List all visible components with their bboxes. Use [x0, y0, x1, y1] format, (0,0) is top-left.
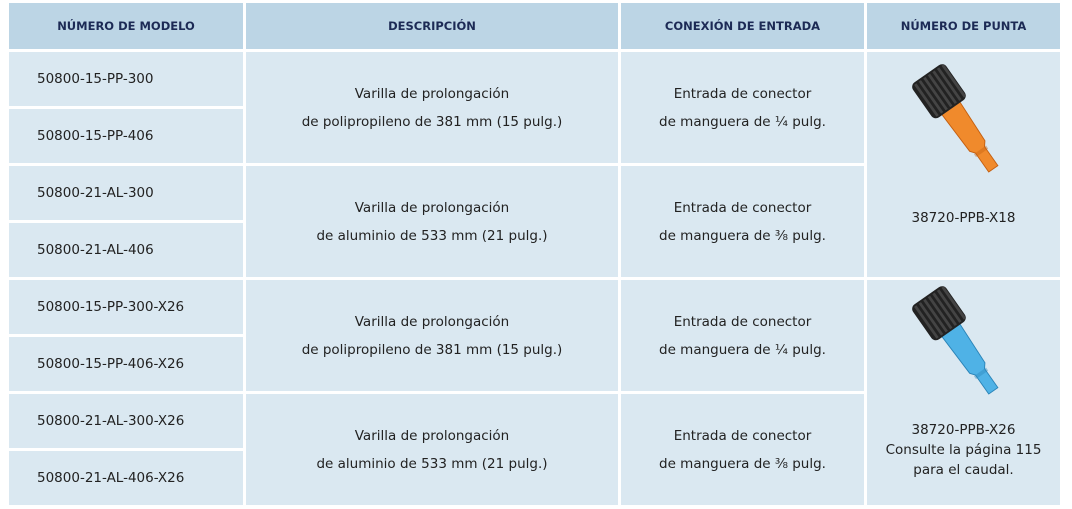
- nozzle-image: [911, 64, 999, 173]
- connection-line: Entrada de conector: [673, 427, 812, 444]
- description-line: de aluminio de 533 mm (21 pulg.): [316, 455, 548, 472]
- table-row: 50800-15-PP-406-X26: [9, 337, 1060, 391]
- connection-line: de manguera de ¼ pulg.: [659, 113, 826, 130]
- model-number: 50800-21-AL-406: [9, 223, 243, 277]
- model-number: 50800-21-AL-300: [9, 166, 243, 220]
- header-row: NÚMERO DE MODELO DESCRIPCIÓN CONEXIÓN DE E…: [9, 3, 1060, 49]
- tip-cell: 38720-PPB-X18: [867, 52, 1060, 277]
- description-line: Varilla de prolongación: [354, 199, 510, 216]
- connection-line: de manguera de ⅜ pulg.: [659, 227, 826, 244]
- model-number: 50800-15-PP-300-X26: [9, 280, 243, 334]
- table-row: 50800-21-AL-406: [9, 223, 1060, 277]
- tip-note: para el caudal.: [913, 462, 1014, 478]
- header-cell: NÚMERO DE PUNTA: [867, 3, 1060, 49]
- tip-note: Consulte la página 115: [885, 442, 1042, 458]
- tip-box: 38720-PPB-X18: [867, 52, 1060, 287]
- connection-cell: Entrada de conector de manguera de ¼ pulg…: [621, 52, 864, 163]
- header-cell: NÚMERO DE MODELO: [9, 3, 243, 49]
- connection-line: Entrada de conector: [673, 199, 812, 216]
- description-cell: Varilla de prolongación de polipropileno …: [246, 52, 618, 163]
- header-cell: CONEXIÓN DE ENTRADA: [621, 3, 864, 49]
- tip-cell: 38720-PPB-X26 Consulte la página 115 para …: [867, 280, 1060, 505]
- description-line: Varilla de prolongación: [354, 427, 510, 444]
- model-number: 50800-15-PP-406-X26: [9, 337, 243, 391]
- connection-line: Entrada de conector: [673, 313, 812, 330]
- nozzle-image: [911, 286, 999, 395]
- description-cell: Varilla de prolongación de aluminio de 53…: [246, 166, 618, 277]
- model-number: 50800-21-AL-406-X26: [9, 451, 243, 505]
- connection-cell: Entrada de conector de manguera de ⅜ pulg…: [621, 166, 864, 277]
- connection-line: de manguera de ¼ pulg.: [659, 341, 826, 358]
- description-line: Varilla de prolongación: [354, 313, 510, 330]
- description-line: Varilla de prolongación: [354, 85, 510, 102]
- description-line: de polipropileno de 381 mm (15 pulg.): [301, 113, 563, 130]
- description-line: de polipropileno de 381 mm (15 pulg.): [301, 341, 563, 358]
- description-cell: Varilla de prolongación de polipropileno …: [246, 280, 618, 391]
- tip-label: 38720-PPB-X26: [911, 422, 1016, 438]
- connection-line: Entrada de conector: [673, 85, 812, 102]
- model-number: 50800-15-PP-406: [9, 109, 243, 163]
- spec-table: NÚMERO DE MODELO DESCRIPCIÓN CONEXIÓN DE E…: [6, 0, 1063, 508]
- model-number: 50800-15-PP-300: [9, 52, 243, 106]
- table-row: 50800-15-PP-406: [9, 109, 1060, 163]
- connection-line: de manguera de ⅜ pulg.: [659, 455, 826, 472]
- connection-cell: Entrada de conector de manguera de ¼ pulg…: [621, 280, 864, 391]
- model-number: 50800-21-AL-300-X26: [9, 394, 243, 448]
- tip-box: 38720-PPB-X26 Consulte la página 115 para …: [867, 280, 1060, 509]
- table-row: 50800-21-AL-406-X26: [9, 451, 1060, 505]
- description-cell: Varilla de prolongación de aluminio de 53…: [246, 394, 618, 505]
- table-row: 50800-21-AL-300 Varilla de prolongación de…: [9, 166, 1060, 277]
- header-cell: DESCRIPCIÓN: [246, 3, 618, 49]
- tip-label: 38720-PPB-X18: [911, 210, 1016, 226]
- description-line: de aluminio de 533 mm (21 pulg.): [316, 227, 548, 244]
- table-row: 50800-15-PP-300-X26 Varilla de prolongaci…: [9, 280, 1060, 505]
- table-row: 50800-21-AL-300-X26 Varilla de prolongaci…: [9, 394, 1060, 505]
- connection-cell: Entrada de conector de manguera de ⅜ pulg…: [621, 394, 864, 505]
- table-row: 50800-15-PP-300 Varilla de prolongación de…: [9, 52, 1060, 277]
